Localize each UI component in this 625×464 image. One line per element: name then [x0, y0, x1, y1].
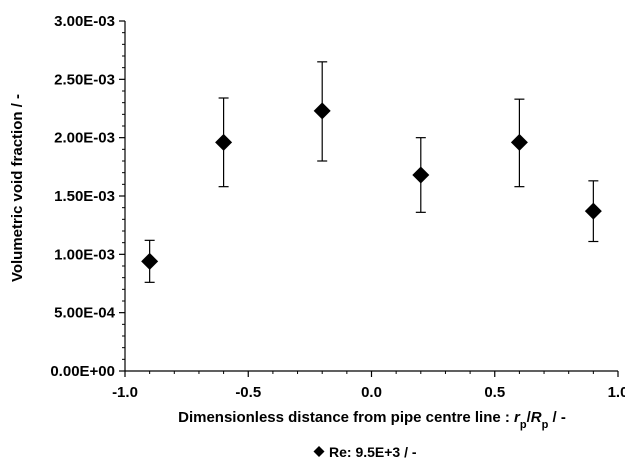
y-tick-label: 3.00E-03 [54, 13, 115, 30]
y-tick-label: 2.50E-03 [54, 71, 115, 88]
legend-label: Re: 9.5E+3 / - [329, 444, 417, 460]
y-axis: 0.00E+00 5.00E-04 1.00E-03 1.50E-03 2.00E-03… [50, 13, 126, 380]
data-point-diamond [584, 202, 602, 220]
x-tick-label: -0.5 [235, 384, 261, 401]
x-tick-label: 0.0 [361, 384, 382, 401]
legend: Re: 9.5E+3 / - [313, 444, 417, 460]
x-tick-label: 1.0 [608, 384, 625, 401]
x-axis-title: Dimensionless distance from pipe centre … [178, 409, 566, 431]
data-point-diamond [510, 133, 528, 151]
x-axis: -1.0 -0.5 0.0 0.5 1.0 [112, 370, 625, 401]
y-tick-label: 1.00E-03 [54, 246, 115, 263]
y-tick-label: 2.00E-03 [54, 130, 115, 147]
y-axis-title: Volumetric void fraction / - [9, 94, 26, 282]
data-point-diamond [313, 102, 331, 120]
x-axis-title-R-sub: p [542, 419, 549, 431]
data-point-diamond [141, 252, 159, 270]
series-points [141, 61, 602, 283]
y-tick-label: 1.50E-03 [54, 188, 115, 205]
data-point-diamond [215, 133, 233, 151]
legend-marker-diamond [313, 446, 325, 457]
x-axis-title-prefix: Dimensionless distance from pipe centre … [178, 409, 514, 426]
x-tick-label: -1.0 [112, 384, 138, 401]
x-axis-title-R: R [531, 409, 542, 426]
y-tick-label: 5.00E-04 [54, 305, 116, 322]
y-tick-label: 0.00E+00 [50, 363, 115, 380]
x-axis-title-slash: / [527, 409, 532, 426]
data-point-diamond [412, 166, 430, 184]
x-axis-title-suffix: / - [548, 409, 566, 426]
x-axis-title-r: r [514, 409, 521, 426]
x-tick-label: 0.5 [484, 384, 505, 401]
x-axis-title-r-sub: p [520, 419, 527, 431]
